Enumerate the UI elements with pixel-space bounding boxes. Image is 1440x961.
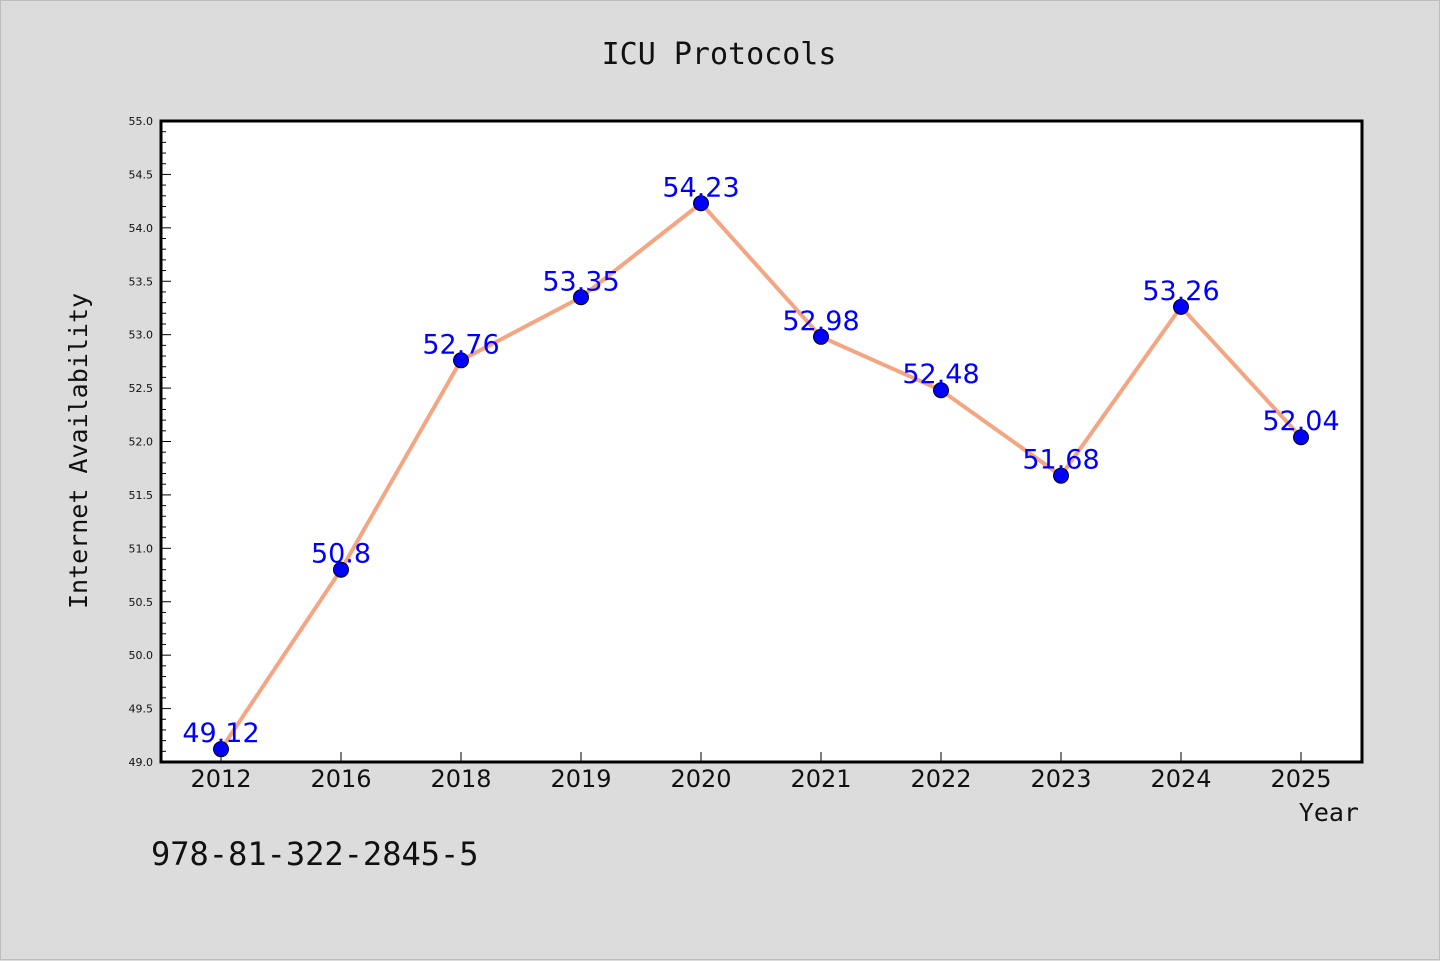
y-tick-label: 51.5 [129, 489, 154, 502]
data-point [813, 328, 829, 345]
data-point [573, 289, 589, 306]
data-point [1053, 467, 1069, 484]
data-point [1293, 429, 1309, 446]
y-tick-label: 50.0 [129, 649, 154, 662]
data-label: 52.98 [782, 306, 859, 337]
series-group: 49.12 50.8 52.76 53.35 54.23 52.98 52.48 51.68 5… [182, 172, 1340, 758]
x-axis: 2012 2016 2018 2019 2020 2021 2022 2023 2024 2025 [190, 752, 1332, 793]
x-tick-label: 2022 [910, 765, 971, 793]
plot-area [159, 119, 1364, 764]
x-axis-label: Year [1299, 798, 1359, 827]
x-tick-label: 2019 [550, 765, 611, 793]
x-tick-label: 2024 [1150, 765, 1211, 793]
data-label: 53.26 [1142, 276, 1219, 307]
data-label: 52.04 [1262, 406, 1339, 437]
data-point [933, 382, 949, 399]
y-tick-label: 51.0 [129, 542, 154, 555]
data-point [213, 741, 229, 758]
y-tick-label: 52.0 [129, 436, 154, 449]
y-tick-label: 50.5 [129, 596, 154, 609]
data-label: 51.68 [1022, 445, 1099, 476]
data-point [693, 195, 709, 212]
data-label: 54.23 [662, 172, 739, 203]
x-tick-label: 2023 [1030, 765, 1091, 793]
y-tick-label: 55.0 [129, 115, 154, 128]
data-label: 52.48 [902, 359, 979, 390]
x-tick-label: 2018 [430, 765, 491, 793]
x-tick-label: 2025 [1270, 765, 1331, 793]
y-tick-label: 49.0 [129, 756, 154, 769]
y-tick-label: 49.5 [129, 703, 154, 716]
x-tick-label: 2016 [310, 765, 371, 793]
x-tick-label: 2012 [190, 765, 251, 793]
y-axis: 49.0 49.5 50.0 50.5 51.0 51.5 52.0 52.5 53.0 53.5… [129, 115, 171, 769]
data-point [1173, 298, 1189, 315]
data-label: 49.12 [182, 718, 259, 749]
isbn-text: 978-81-322-2845-5 [151, 835, 479, 873]
x-tick-label: 2021 [790, 765, 851, 793]
y-tick-label: 52.5 [129, 382, 154, 395]
data-point [453, 352, 469, 369]
x-tick-label: 2020 [670, 765, 731, 793]
y-tick-label: 53.5 [129, 275, 154, 288]
y-tick-label: 54.5 [129, 168, 154, 181]
data-point [333, 561, 349, 578]
chart-title: ICU Protocols [602, 37, 837, 72]
data-label: 53.35 [542, 266, 619, 297]
y-axis-label: Internet Availability [64, 293, 93, 609]
y-tick-label: 53.0 [129, 329, 154, 342]
data-label: 50.8 [311, 539, 371, 570]
series-line [219, 201, 1303, 751]
data-label: 52.76 [422, 329, 499, 360]
y-tick-label: 54.0 [129, 222, 154, 235]
